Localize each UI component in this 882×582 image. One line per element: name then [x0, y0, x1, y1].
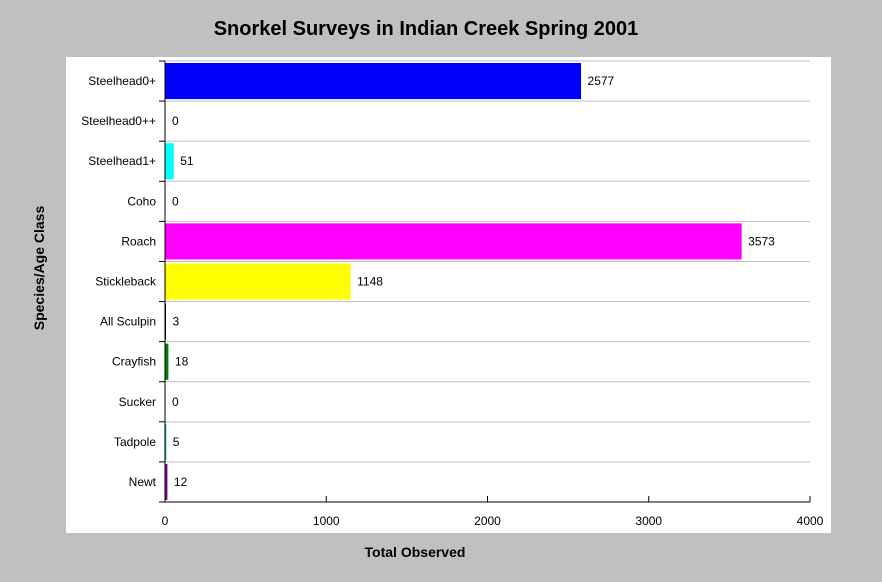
bar [165, 223, 742, 260]
bar [165, 423, 167, 460]
data-label: 51 [180, 154, 194, 168]
category-label: Steelhead0+ [88, 74, 156, 88]
x-tick-label: 0 [162, 514, 169, 528]
category-label: Coho [127, 194, 156, 208]
bar [165, 343, 169, 380]
x-tick-label: 4000 [797, 514, 824, 528]
category-label: Tadpole [114, 435, 156, 449]
category-label: Stickleback [95, 275, 157, 289]
data-label: 3 [172, 315, 179, 329]
bar [165, 463, 168, 500]
category-label: Newt [129, 475, 157, 489]
category-label: Steelhead1+ [88, 154, 156, 168]
bar [165, 143, 174, 180]
y-axis-title: Species/Age Class [31, 205, 47, 331]
data-label: 18 [175, 355, 189, 369]
bar [165, 263, 351, 300]
data-label: 12 [174, 475, 188, 489]
x-axis-title: Total Observed [364, 544, 466, 560]
x-tick-label: 1000 [313, 514, 340, 528]
data-label: 2577 [588, 74, 615, 88]
data-label: 5 [173, 435, 180, 449]
data-label: 0 [172, 194, 179, 208]
x-tick-label: 3000 [635, 514, 662, 528]
data-label: 0 [172, 114, 179, 128]
chart-title: Snorkel Surveys in Indian Creek Spring 2… [213, 18, 639, 40]
category-label: All Sculpin [100, 315, 156, 329]
category-label: Roach [121, 234, 156, 248]
bar [165, 63, 582, 100]
category-label: Sucker [119, 395, 156, 409]
data-label: 3573 [748, 234, 775, 248]
data-label: 1148 [357, 275, 383, 289]
x-tick-label: 2000 [474, 514, 501, 528]
data-label: 0 [172, 395, 179, 409]
category-label: Crayfish [112, 355, 156, 369]
category-label: Steelhead0++ [81, 114, 156, 128]
